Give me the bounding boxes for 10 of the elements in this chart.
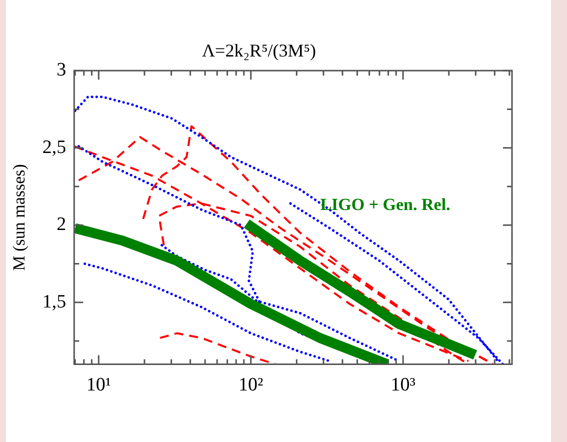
text: LIGO + Gen. Rel. [320,195,450,214]
x-tick-label: 10² [238,374,264,396]
y-tick-label: 1,5 [42,291,66,312]
y-tick-label: 2,5 [42,136,66,158]
chart-title: Λ=2k₂R⁵/(3M⁵) [202,40,316,61]
y-tick-label: 3 [56,60,66,81]
y-tick-label: 2 [56,214,66,236]
x-tick-label: 10¹ [86,374,112,396]
x-tick-label: 10³ [390,374,416,396]
y-axis-title: M (sun masses) [10,164,29,271]
